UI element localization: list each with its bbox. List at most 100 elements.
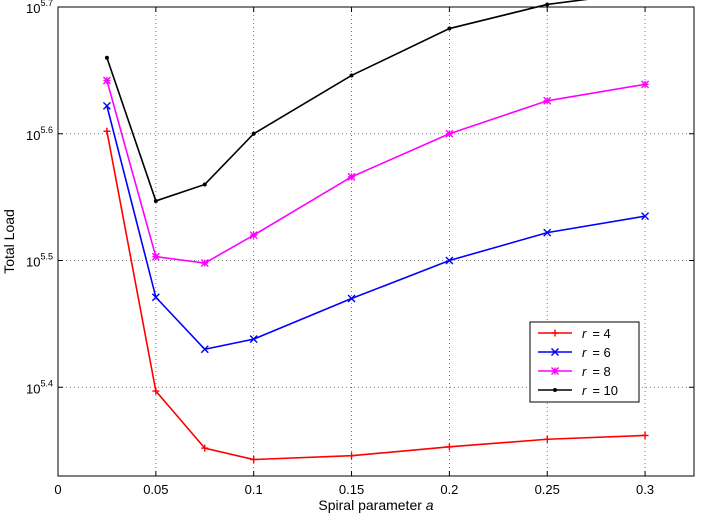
- series-r-8: [102, 76, 650, 268]
- marker-stroke: [445, 129, 454, 138]
- legend-item: r = 10: [538, 383, 618, 398]
- marker-dot: [153, 198, 158, 203]
- y-axis-label: Total Load: [1, 209, 17, 274]
- marker-stroke: [102, 101, 111, 110]
- x-tick-labels: 0 0.05 0.1 0.15 0.2 0.25 0.3: [54, 482, 654, 497]
- marker-stroke: [347, 172, 356, 181]
- data-point-marker: [543, 435, 551, 443]
- legend-item: r = 4: [538, 326, 611, 341]
- data-point-marker: [200, 259, 209, 268]
- data-point-marker: [151, 252, 160, 261]
- data-point-marker: [445, 256, 454, 265]
- data-point-marker: [641, 80, 650, 89]
- y-tick-label: 105.7: [26, 0, 53, 16]
- legend-value: = 6: [592, 345, 610, 360]
- series-r-6: [102, 101, 650, 354]
- y-tick-labels: 105.4 105.5 105.6 105.7: [26, 0, 53, 396]
- legend-label: r = 10: [582, 383, 618, 398]
- marker-dot: [447, 26, 452, 31]
- legend: r = 4 r = 6 r = 8 r = 10: [529, 321, 640, 403]
- data-point-marker: [445, 129, 454, 138]
- marker-stroke: [543, 228, 552, 237]
- data-point-marker: [103, 127, 111, 135]
- marker-stroke: [445, 256, 454, 265]
- series-line: [106, 105, 646, 351]
- x-tick-label: 0: [54, 482, 61, 497]
- y-tick-label: 105.4: [26, 378, 53, 396]
- x-tick-label: 0.3: [636, 482, 654, 497]
- legend-item: r = 6: [538, 345, 611, 360]
- y-tick-exponent: 5.7: [40, 0, 53, 8]
- marker-stroke: [641, 212, 650, 221]
- data-point-marker: [551, 367, 559, 375]
- series-lines: [102, 0, 650, 464]
- data-point-marker: [543, 96, 552, 105]
- data-point-marker: [102, 101, 111, 110]
- x-tick-label: 0.15: [339, 482, 364, 497]
- data-point-marker: [641, 212, 650, 221]
- marker-stroke: [347, 294, 356, 303]
- data-point-marker: [551, 348, 559, 356]
- legend-label: r = 8: [582, 364, 611, 379]
- data-point-marker: [348, 452, 356, 460]
- marker-dot: [251, 131, 256, 136]
- marker-stroke: [641, 80, 650, 89]
- x-tick-label: 0.1: [245, 482, 263, 497]
- data-point-marker: [553, 388, 557, 392]
- marker-dot: [104, 55, 109, 60]
- data-point-marker: [545, 2, 550, 7]
- y-tick-exponent: 5.4: [40, 378, 53, 388]
- data-point-marker: [347, 294, 356, 303]
- data-point-marker: [349, 73, 354, 78]
- legend-variable: r: [582, 383, 587, 398]
- x-axis-label: Spiral parameter a: [318, 497, 433, 513]
- legend-variable: r: [582, 345, 587, 360]
- data-point-marker: [249, 231, 258, 240]
- data-point-marker: [249, 335, 258, 344]
- marker-stroke: [200, 345, 209, 354]
- data-point-marker: [202, 182, 207, 187]
- marker-stroke: [102, 76, 111, 85]
- data-point-marker: [200, 345, 209, 354]
- legend-label: r = 4: [582, 326, 611, 341]
- legend-item: r = 8: [538, 364, 611, 379]
- y-tick-label: 105.5: [26, 252, 53, 270]
- series-r-4: [103, 127, 649, 464]
- x-tick-label: 0.05: [143, 482, 168, 497]
- data-point-marker: [250, 456, 258, 464]
- marker-stroke: [551, 367, 559, 375]
- series-r-10: [104, 0, 588, 203]
- axis-ticks: [57, 6, 694, 476]
- data-point-marker: [251, 131, 256, 136]
- plot-frame: [57, 6, 695, 477]
- legend-value: = 8: [592, 364, 610, 379]
- data-point-marker: [347, 172, 356, 181]
- data-point-marker: [104, 55, 109, 60]
- marker-dot: [545, 2, 550, 7]
- data-point-marker: [641, 431, 649, 439]
- marker-stroke: [249, 335, 258, 344]
- series-line: [106, 80, 646, 264]
- x-tick-label: 0.25: [535, 482, 560, 497]
- legend-box: [529, 321, 640, 403]
- legend-variable: r: [582, 364, 587, 379]
- data-point-marker: [543, 228, 552, 237]
- data-point-marker: [102, 76, 111, 85]
- data-point-marker: [151, 293, 160, 302]
- marker-dot: [349, 73, 354, 78]
- data-point-marker: [153, 198, 158, 203]
- marker-stroke: [551, 348, 559, 356]
- marker-stroke: [200, 259, 209, 268]
- y-tick-label: 105.6: [26, 125, 53, 143]
- marker-stroke: [151, 293, 160, 302]
- data-point-marker: [445, 443, 453, 451]
- data-point-marker: [551, 329, 559, 337]
- data-point-marker: [201, 444, 209, 452]
- x-tick-label: 0.2: [440, 482, 458, 497]
- legend-label: r = 6: [582, 345, 611, 360]
- grid-lines: [58, 6, 694, 476]
- legend-value: = 10: [592, 383, 618, 398]
- marker-dot: [553, 388, 557, 392]
- legend-value: = 4: [592, 326, 610, 341]
